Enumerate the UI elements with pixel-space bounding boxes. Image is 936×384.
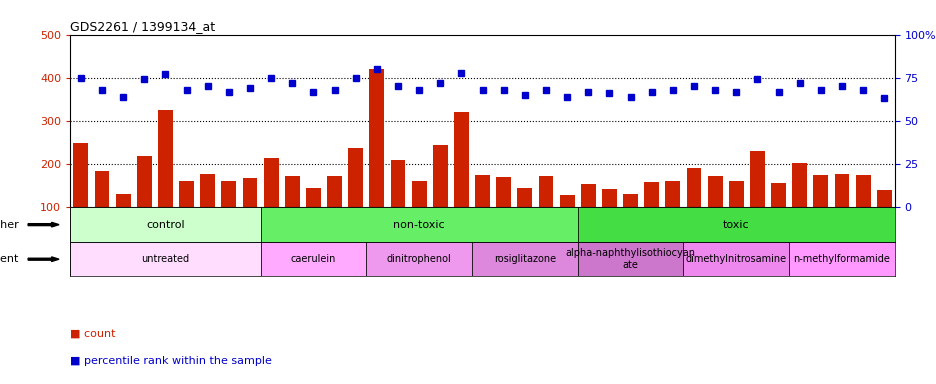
Text: control: control	[146, 220, 184, 230]
Text: dinitrophenol: dinitrophenol	[387, 254, 451, 264]
Bar	[855, 175, 870, 250]
Text: dimethylnitrosamine: dimethylnitrosamine	[685, 254, 786, 264]
Bar	[366, 242, 472, 276]
Bar	[578, 242, 682, 276]
Bar	[682, 242, 788, 276]
Bar	[369, 69, 384, 250]
Text: ■ count: ■ count	[70, 329, 116, 339]
Bar	[788, 242, 894, 276]
Bar	[580, 184, 595, 250]
Bar	[260, 207, 578, 242]
Bar	[578, 207, 894, 242]
Bar	[472, 242, 578, 276]
Bar	[179, 181, 194, 250]
Bar	[812, 175, 827, 250]
Bar	[770, 183, 785, 250]
Bar	[285, 176, 300, 250]
Bar	[517, 188, 532, 250]
Bar	[306, 188, 320, 250]
Bar	[792, 163, 806, 250]
Bar	[454, 112, 468, 250]
Bar	[686, 169, 701, 250]
Bar	[221, 181, 236, 250]
Bar	[496, 177, 510, 250]
Bar	[411, 180, 426, 250]
Text: untreated: untreated	[141, 254, 189, 264]
Bar	[559, 195, 574, 250]
Bar	[327, 176, 342, 250]
Text: non-toxic: non-toxic	[393, 220, 445, 230]
Bar	[834, 174, 848, 250]
Bar	[137, 156, 152, 250]
Bar	[390, 160, 405, 250]
Bar	[665, 181, 680, 250]
Bar	[70, 207, 260, 242]
Text: agent: agent	[0, 254, 19, 264]
Bar	[73, 143, 88, 250]
Bar	[601, 189, 616, 250]
Text: ■ percentile rank within the sample: ■ percentile rank within the sample	[70, 356, 271, 366]
Text: alpha-naphthylisothiocyan
ate: alpha-naphthylisothiocyan ate	[565, 248, 695, 270]
Bar	[263, 158, 278, 250]
Bar	[200, 174, 215, 250]
Bar	[622, 194, 637, 250]
Text: caerulein: caerulein	[290, 254, 336, 264]
Bar	[707, 176, 722, 250]
Text: toxic: toxic	[723, 220, 749, 230]
Bar	[158, 110, 172, 250]
Text: n-methylformamide: n-methylformamide	[793, 254, 889, 264]
Bar	[242, 178, 257, 250]
Bar	[348, 148, 363, 250]
Bar	[260, 242, 366, 276]
Bar	[876, 190, 891, 250]
Text: rosiglitazone: rosiglitazone	[493, 254, 555, 264]
Bar	[432, 145, 447, 250]
Text: other: other	[0, 220, 19, 230]
Bar	[70, 242, 260, 276]
Bar	[475, 175, 490, 250]
Bar	[728, 181, 743, 250]
Bar	[644, 182, 658, 250]
Text: GDS2261 / 1399134_at: GDS2261 / 1399134_at	[70, 20, 215, 33]
Bar	[538, 176, 553, 250]
Bar	[95, 171, 110, 250]
Bar	[749, 151, 764, 250]
Bar	[116, 194, 130, 250]
